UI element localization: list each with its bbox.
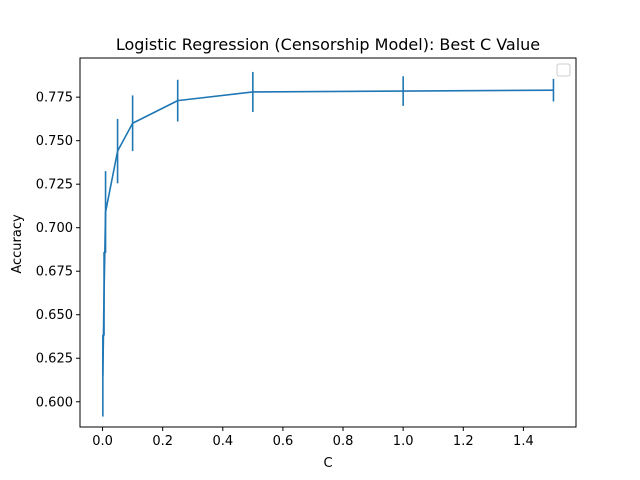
x-axis: 0.0 0.2 0.4 0.6 0.8 1.0 1.2 1.4: [92, 427, 534, 449]
x-axis-label: C: [323, 456, 332, 471]
x-tick-label: 0.0: [92, 434, 113, 449]
y-tick-label: 0.650: [36, 308, 73, 323]
y-tick-label: 0.700: [36, 221, 73, 236]
y-tick-label: 0.600: [36, 395, 73, 410]
y-tick-label: 0.625: [36, 352, 73, 367]
y-tick-label: 0.675: [36, 265, 73, 280]
plot-area: [79, 57, 577, 428]
x-tick-label: 0.2: [152, 434, 173, 449]
x-tick-label: 0.8: [333, 434, 354, 449]
y-axis-label: Accuracy: [10, 214, 25, 274]
x-tick-label: 0.6: [273, 434, 294, 449]
y-tick-label: 0.775: [36, 91, 73, 106]
y-tick-label: 0.725: [36, 178, 73, 193]
legend-box: [556, 63, 571, 77]
x-tick-label: 1.2: [453, 434, 474, 449]
chart-title: Logistic Regression (Censorship Model): …: [116, 35, 540, 54]
x-tick-label: 0.4: [212, 434, 233, 449]
y-tick-label: 0.750: [36, 134, 73, 149]
x-tick-label: 1.0: [393, 434, 414, 449]
series-layer: [102, 71, 555, 417]
x-tick-label: 1.4: [513, 434, 534, 449]
axes-frame: [79, 57, 577, 428]
y-axis: 0.600 0.625 0.650 0.675 0.700 0.725 0.750 0.775: [36, 91, 80, 410]
